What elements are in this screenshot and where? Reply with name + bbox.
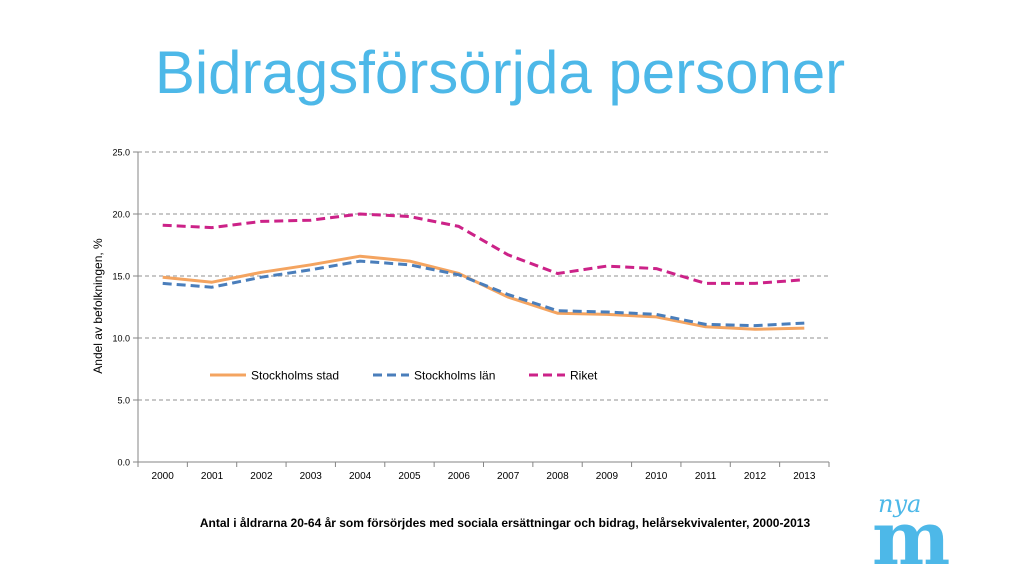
- y-tick-label: 0.0: [117, 458, 130, 468]
- series-line: [162, 212, 805, 285]
- logo-text-small: nya: [878, 490, 921, 518]
- x-tick-label: 2001: [201, 471, 224, 482]
- y-tick-label: 5.0: [117, 396, 130, 406]
- y-tick-label: 25.0: [112, 148, 130, 158]
- x-tick-label: 2005: [398, 471, 421, 482]
- slide-title: Bidragsförsörjda personer: [154, 39, 846, 106]
- series-line: [162, 254, 805, 331]
- x-tick-label: 2008: [546, 471, 569, 482]
- chart-caption: Antal i åldrarna 20-64 år som försörjdes…: [199, 516, 811, 530]
- series-lines: [162, 212, 805, 331]
- x-tick-label: 2011: [695, 471, 717, 482]
- x-tick-label: 2003: [300, 471, 323, 482]
- x-tick-label: 2010: [645, 471, 668, 482]
- legend: Stockholms stad Stockholms län Riket: [210, 369, 598, 383]
- x-tick-label: 2006: [448, 471, 471, 482]
- y-tick-label: 20.0: [112, 210, 130, 220]
- axes: 0.0 5.0 10.0 15.0 20.0 25.0 2000 2001 2002 2003 20…: [112, 148, 830, 482]
- gridlines: [138, 151, 829, 401]
- legend-label: Riket: [570, 369, 598, 383]
- logo-text-big: m: [872, 496, 950, 570]
- series-line: [162, 259, 805, 328]
- nya-m-logo: nya m: [872, 490, 950, 570]
- x-tick-label: 2009: [596, 471, 619, 482]
- x-tick-label: 2007: [497, 471, 520, 482]
- x-tick-label: 2000: [152, 471, 175, 482]
- y-axis-label: Andel av befolkningen, %: [91, 238, 105, 374]
- y-tick-label: 15.0: [112, 272, 130, 282]
- x-tick-label: 2002: [250, 471, 273, 482]
- y-tick-label: 10.0: [112, 334, 130, 344]
- x-tick-label: 2012: [744, 471, 767, 482]
- legend-label: Stockholms stad: [251, 369, 339, 383]
- x-tick-label: 2004: [349, 471, 372, 482]
- x-tick-label: 2013: [793, 471, 816, 482]
- legend-label: Stockholms län: [414, 369, 495, 383]
